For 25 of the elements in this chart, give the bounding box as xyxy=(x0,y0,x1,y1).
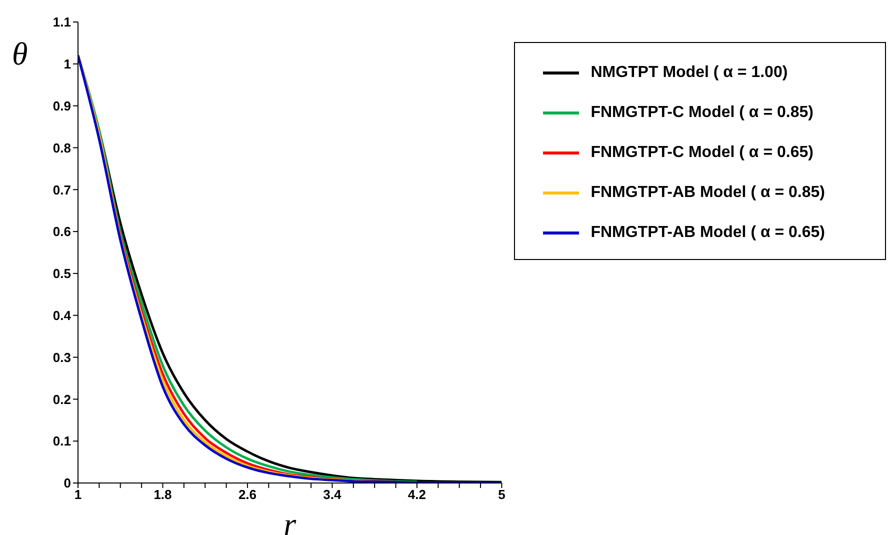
legend-label: NMGTPT Model ( α = 1.00) xyxy=(590,64,788,82)
y-tick-label: 0.9 xyxy=(52,98,71,114)
y-tick-label: 0 xyxy=(64,476,71,491)
y-tick-label: 0.8 xyxy=(52,140,71,156)
legend-label: FNMGTPT-C Model ( α = 0.65) xyxy=(590,144,814,162)
x-tick-label: 1.8 xyxy=(154,487,172,502)
x-tick-label: 5 xyxy=(498,487,506,502)
y-tick-label: 0.4 xyxy=(52,308,72,323)
legend-label: FNMGTPT-AB Model ( α = 0.85) xyxy=(590,184,825,202)
y-tick-label: 0.5 xyxy=(52,266,71,282)
y-tick-label: 0.6 xyxy=(52,224,71,240)
legend-label: FNMGTPT-C Model ( α = 0.85) xyxy=(590,104,814,122)
y-tick-label: 0.7 xyxy=(52,182,71,198)
y-tick-label: 0.1 xyxy=(52,434,71,449)
y-tick-label: 0.2 xyxy=(52,392,71,407)
x-axis-title: r xyxy=(284,506,297,535)
x-tick-label: 4.2 xyxy=(408,487,426,502)
x-tick-label: 3.4 xyxy=(323,487,342,502)
x-tick-label: 1 xyxy=(74,487,82,502)
legend-label: FNMGTPT-AB Model ( α = 0.65) xyxy=(590,224,825,242)
y-tick-label: 1.1 xyxy=(52,14,71,30)
y-tick-label: 0.3 xyxy=(52,350,71,365)
y-tick-label: 1 xyxy=(64,56,71,72)
x-tick-label: 2.6 xyxy=(238,487,257,502)
y-axis-title: θ xyxy=(12,36,28,72)
